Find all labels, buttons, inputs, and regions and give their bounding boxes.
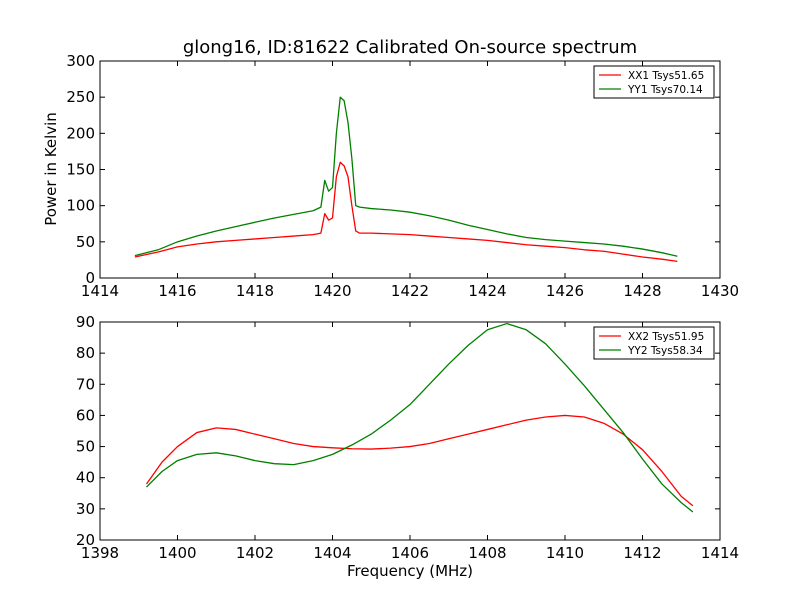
legend-entry: XX2 Tsys51.95 xyxy=(628,331,704,343)
x-tick-label: 1406 xyxy=(391,544,429,562)
y-tick-label: 50 xyxy=(76,438,95,456)
x-tick-label: 1422 xyxy=(391,282,429,300)
x-tick-label: 1402 xyxy=(236,544,274,562)
series-line-0-1 xyxy=(134,96,678,257)
x-tick-label: 1430 xyxy=(701,282,739,300)
bottom-plot-panel: 1398 1400 1402 1404 1406 1408 1410 1412 1414 20 30… xyxy=(76,313,739,562)
y-tick-label: 100 xyxy=(66,197,95,215)
y-tick-label: 300 xyxy=(66,52,95,70)
legend-entry: YY2 Tsys58.34 xyxy=(627,345,703,357)
legend-entry: YY1 Tsys70.14 xyxy=(627,84,703,96)
x-tick-label: 1410 xyxy=(546,544,584,562)
legend-entry: XX1 Tsys51.65 xyxy=(628,70,704,82)
x-tick-label: 1408 xyxy=(468,544,506,562)
x-tick-label: 1428 xyxy=(623,282,661,300)
y-tick-label: 90 xyxy=(76,313,95,331)
y-tick-label: 0 xyxy=(85,269,95,287)
x-tick-label: 1414 xyxy=(81,282,119,300)
x-tick-label: 1418 xyxy=(236,282,274,300)
x-tick-label: 1400 xyxy=(158,544,196,562)
x-tick-label: 1404 xyxy=(313,544,351,562)
top-y-axis-label: Power in Kelvin xyxy=(42,112,60,226)
x-tick-label: 1424 xyxy=(468,282,506,300)
figure-title: glong16, ID:81622 Calibrated On-source s… xyxy=(183,37,637,58)
legend-box xyxy=(593,326,715,360)
y-tick-label: 70 xyxy=(76,375,95,393)
y-tick-label: 80 xyxy=(76,344,95,362)
x-tick-label: 1416 xyxy=(158,282,196,300)
y-tick-label: 60 xyxy=(76,406,95,424)
series-line-1-0 xyxy=(145,414,694,507)
top-plot-panel: 1414 1416 1418 1420 1422 1424 1426 1428 1430 0 50 1… xyxy=(66,52,739,300)
x-tick-label: 1426 xyxy=(546,282,584,300)
x-tick-label: 1412 xyxy=(623,544,661,562)
x-tick-label: 1398 xyxy=(81,544,119,562)
legend: XX1 Tsys51.65 YY1 Tsys70.14 xyxy=(593,65,715,99)
y-tick-label: 50 xyxy=(76,233,95,251)
y-tick-label: 150 xyxy=(66,161,95,179)
legend: XX2 Tsys51.95 YY2 Tsys58.34 xyxy=(593,326,715,360)
legend-box xyxy=(593,65,715,99)
x-tick-label: 1420 xyxy=(313,282,351,300)
y-tick-label: 30 xyxy=(76,500,95,518)
series-line-1-1 xyxy=(146,322,694,513)
series-line-0-0 xyxy=(134,161,678,263)
y-tick-label: 250 xyxy=(66,88,95,106)
y-tick-label: 40 xyxy=(76,469,95,487)
x-tick-label: 1414 xyxy=(701,544,739,562)
x-axis-label: Frequency (MHz) xyxy=(347,562,473,580)
y-tick-label: 20 xyxy=(76,531,95,549)
y-tick-label: 200 xyxy=(66,124,95,142)
